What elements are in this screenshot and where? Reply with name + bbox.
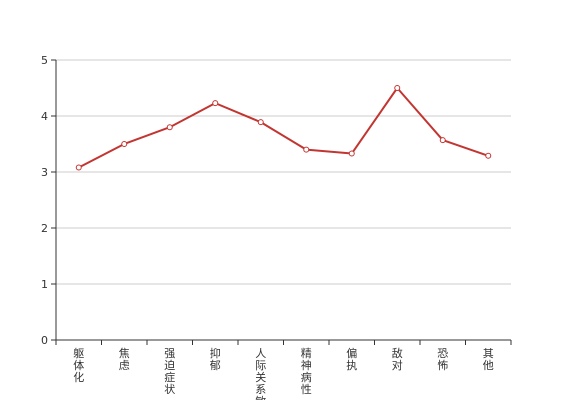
data-point[interactable] [121,141,128,147]
y-tick-label: 5 [41,54,48,67]
x-tick-label: 躯体化 [73,347,84,384]
x-tick-label: 抑郁 [210,346,221,372]
axis-layer [51,59,512,345]
y-tick-label: 1 [41,278,48,291]
data-point[interactable] [394,85,401,91]
data-point[interactable] [257,119,264,126]
x-tick-label: 其他 [483,347,494,372]
x-tick-label: 偏执 [346,346,357,372]
x-tick-label: 强迫症状 [164,347,175,396]
data-point[interactable] [303,146,310,153]
y-tick-label: 2 [41,222,48,235]
series-layer [75,85,492,171]
x-tick-label: 精神病性 [301,347,312,396]
x-tick-label: 敌对 [392,346,403,372]
data-point[interactable] [439,137,446,144]
series-line [78,87,489,169]
y-tick-label: 0 [41,334,48,347]
y-tick-label: 3 [41,166,48,179]
data-point[interactable] [212,100,219,107]
data-point[interactable] [75,164,82,171]
x-tick-label: 恐怖 [437,347,448,372]
label-layer: 0 1 2 3 4 5 躯体化 焦虑 强迫症状 抑郁 人际关系敏感 精神病性 偏执 敌对 恐怖 其他 [41,54,494,400]
x-tick-label: 焦虑 [119,347,130,372]
y-tick-label: 4 [41,110,48,123]
data-point[interactable] [485,152,492,159]
data-point[interactable] [348,150,355,157]
grid-layer [56,59,511,285]
x-tick-label: 人际关系敏感 [255,347,266,400]
data-point[interactable] [166,124,173,131]
